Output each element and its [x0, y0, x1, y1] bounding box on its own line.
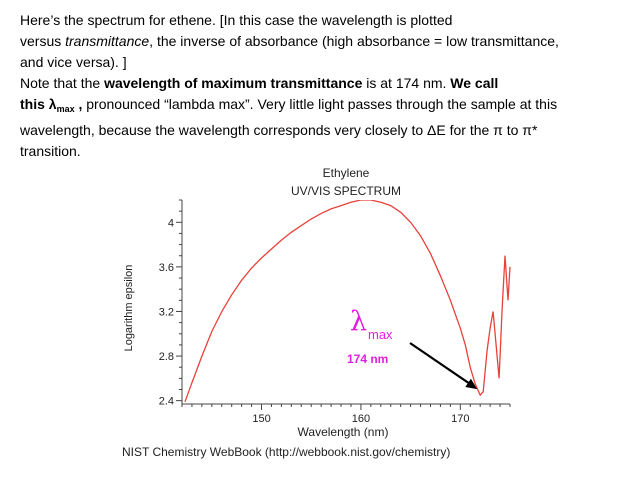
chart-title: Ethylene — [323, 166, 370, 180]
text-line-5: this λmax , pronounced “lambda max”. Ver… — [20, 94, 625, 120]
chart-subtitle: UV/VIS SPECTRUM — [291, 184, 401, 198]
text-span-bold: We call — [450, 75, 499, 91]
y-tick-label: 2.8 — [159, 351, 174, 363]
plot-area: 150 160 170 2.4 2.8 3.2 3.6 4 — [159, 199, 511, 425]
text-span: and vice versa). ] — [20, 54, 127, 70]
lambda-subscript: max — [368, 327, 393, 342]
lambda-symbol: λ — [350, 306, 367, 337]
y-tick-label: 3.2 — [159, 306, 174, 318]
y-tick-label: 3.6 — [159, 262, 174, 274]
source-footer: NIST Chemistry WebBook (http://webbook.n… — [122, 445, 450, 459]
y-tick-label: 2.4 — [159, 396, 174, 408]
y-axis-label: Logarithm epsilon — [123, 265, 135, 352]
text-subscript: max — [56, 104, 75, 114]
text-span: , the inverse of absorbance (high absorb… — [149, 33, 559, 49]
text-span: Note that the — [20, 75, 105, 91]
text-span-bold: this λ — [20, 96, 57, 112]
text-span-italic: transmittance — [65, 33, 150, 49]
text-span: wavelength, because the wavelength corre… — [20, 122, 538, 138]
text-span-bold: , — [74, 96, 83, 112]
y-tick-label: 4 — [168, 217, 174, 229]
text-line-6: wavelength, because the wavelength corre… — [20, 120, 625, 141]
explanation-text: Here’s the spectrum for ethene. [In this… — [20, 10, 625, 162]
text-span: Here’s the spectrum for ethene. [In this… — [20, 12, 453, 28]
text-line-4: Note that the wavelength of maximum tran… — [20, 73, 625, 94]
text-span: is at 174 nm. — [362, 75, 451, 91]
x-axis-label: Wavelength (nm) — [298, 425, 389, 439]
spectrum-line — [184, 200, 511, 403]
text-span-bold: wavelength of maximum transmittance — [104, 75, 363, 91]
text-line-1: Here’s the spectrum for ethene. [In this… — [20, 10, 625, 31]
text-span: pronounced “lambda max”. Very little lig… — [82, 96, 558, 112]
arrow-head — [465, 378, 478, 390]
x-tick-label: 160 — [352, 413, 370, 425]
annotation-arrow — [409, 342, 474, 387]
x-tick-label: 170 — [451, 413, 469, 425]
annotation-label: 174 nm — [347, 352, 388, 366]
text-span: transition. — [20, 143, 81, 159]
text-line-7: transition. — [20, 141, 625, 162]
text-span: versus — [20, 33, 66, 49]
text-line-2: versus transmittance, the inverse of abs… — [20, 31, 625, 52]
text-line-3: and vice versa). ] — [20, 52, 625, 73]
x-tick-label: 150 — [252, 413, 270, 425]
